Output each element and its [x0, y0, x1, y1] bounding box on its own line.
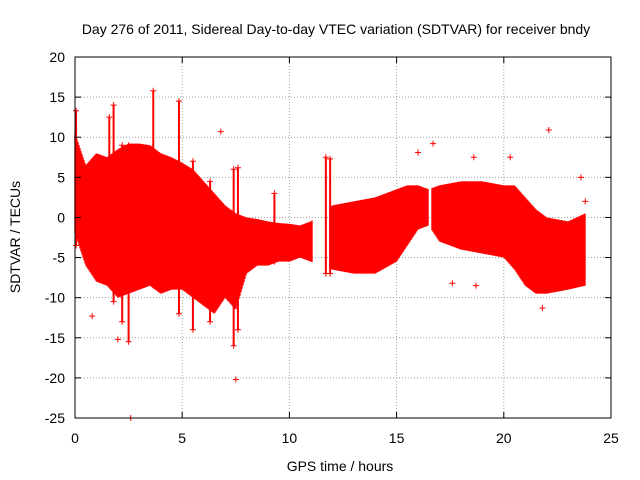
- data-point-marker: [119, 142, 126, 149]
- data-point-marker: [507, 154, 514, 161]
- data-point-marker: [89, 313, 96, 320]
- data-point-marker: [110, 298, 117, 305]
- x-tick-label: 10: [282, 430, 298, 446]
- y-tick-label: -20: [45, 370, 65, 386]
- data-point-marker: [234, 326, 241, 333]
- y-tick-label: -15: [45, 330, 65, 346]
- data-point-marker: [322, 154, 329, 161]
- plot-frame: [74, 56, 612, 419]
- data-point-marker: [539, 305, 546, 312]
- y-tick-label: -5: [53, 250, 66, 266]
- data-point-marker: [73, 107, 80, 114]
- data-point-marker: [73, 242, 80, 249]
- data-point-marker: [230, 166, 237, 173]
- data-point-marker: [150, 87, 157, 94]
- data-point-marker: [125, 142, 132, 149]
- chart-title: Day 276 of 2011, Sidereal Day-to-day VTE…: [82, 21, 590, 37]
- data-point-marker: [189, 158, 196, 165]
- data-point-marker: [175, 98, 182, 105]
- y-tick-label: -10: [45, 290, 65, 306]
- data-point-marker: [110, 102, 117, 109]
- x-tick-label: 25: [603, 430, 619, 446]
- y-axis-ticks: -25 -20 -15 -10 -5 0 5 10 15 20: [45, 49, 611, 426]
- data-point-marker: [232, 376, 239, 383]
- data-point-marker: [106, 114, 113, 121]
- data-point-marker: [577, 174, 584, 181]
- data-point-marker: [582, 198, 589, 205]
- data-point-marker: [230, 342, 237, 349]
- data-point-marker: [415, 149, 422, 156]
- data-point-marker: [207, 178, 214, 185]
- data-point-marker: [125, 338, 132, 345]
- x-tick-label: 15: [389, 430, 405, 446]
- data-point-marker: [106, 278, 113, 285]
- data-point-marker: [472, 282, 479, 289]
- data-point-marker: [271, 258, 278, 265]
- data-point-marker: [449, 280, 456, 287]
- data-point-marker: [119, 318, 126, 325]
- data-point-marker: [150, 282, 157, 289]
- data-point-marker: [327, 270, 334, 277]
- x-axis-ticks: 0 5 10 15 20 25: [71, 57, 619, 446]
- y-tick-label: 0: [57, 209, 65, 225]
- y-tick-label: 10: [49, 129, 65, 145]
- data-point-marker: [327, 155, 334, 162]
- data-point-marker: [207, 318, 214, 325]
- data-point-marker: [271, 190, 278, 197]
- data-point-marker: [189, 326, 196, 333]
- data-point-marker: [217, 128, 224, 135]
- data-points: [73, 87, 589, 421]
- data-point-marker: [114, 336, 121, 343]
- data-point-marker: [234, 164, 241, 171]
- y-tick-label: 5: [57, 169, 65, 185]
- y-axis-label: SDTVAR / TECUs: [7, 181, 23, 293]
- x-tick-label: 20: [496, 430, 512, 446]
- y-tick-label: 20: [49, 49, 65, 65]
- data-point-marker: [175, 310, 182, 317]
- data-point-marker: [545, 127, 552, 134]
- y-tick-label: 15: [49, 89, 65, 105]
- x-axis-label: GPS time / hours: [287, 458, 394, 474]
- data-point-marker: [430, 140, 437, 147]
- data-point-marker: [470, 154, 477, 161]
- x-tick-label: 0: [71, 430, 79, 446]
- y-tick-label: -25: [45, 410, 65, 426]
- x-tick-label: 5: [178, 430, 186, 446]
